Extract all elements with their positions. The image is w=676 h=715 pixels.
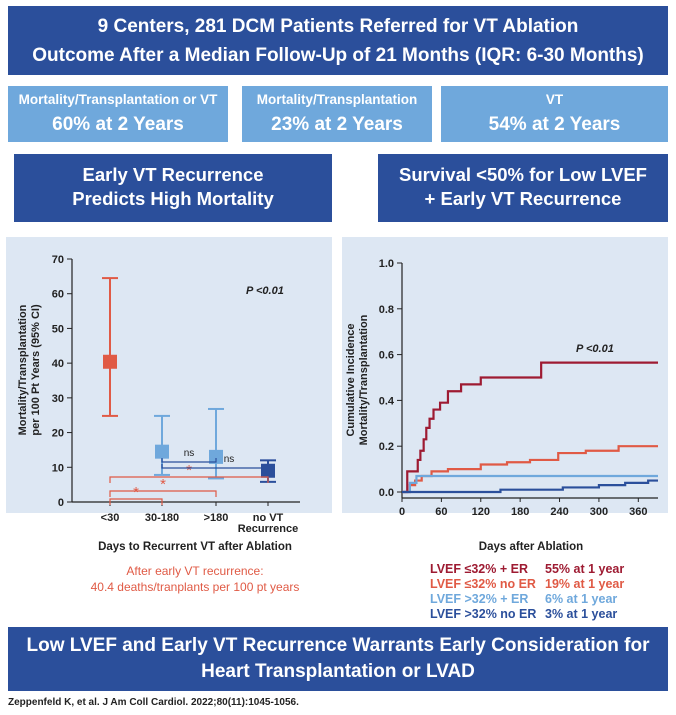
right-chart-lines: [402, 361, 658, 494]
left-chart-marks: * * * ns ns: [102, 277, 276, 505]
left-chart-panel: [6, 237, 332, 513]
left-y-tick-label: 10: [52, 462, 64, 474]
stat-box-vt: VT 54% at 2 Years: [441, 86, 668, 142]
significance-asterisk: *: [133, 484, 139, 501]
left-chart-axes: 0 10 20 30 40 50 60 70 <30 30-180 >180 no VTRecurre…: [52, 254, 300, 535]
left-y-tick-label: 20: [52, 428, 64, 440]
right-header-line2: + Early VT Recurrence: [424, 188, 622, 209]
data-point-4: [261, 463, 275, 478]
right-xlabel: Days after Ablation: [479, 541, 583, 553]
stat-value: 60% at 2 Years: [52, 114, 184, 135]
right-section-header: Survival <50% for Low LVEF + Early VT Re…: [378, 154, 668, 222]
right-x-tick-label: 240: [550, 506, 568, 518]
left-y-tick-label: 40: [52, 358, 64, 370]
data-point-3: [209, 449, 223, 464]
right-ylabel-line1: Cumulative Incidence: [345, 323, 357, 436]
left-header-line2: Predicts High Mortality: [72, 188, 274, 209]
series-line-1: [402, 361, 658, 494]
left-x-tick-label-line2: Recurrence: [238, 523, 299, 535]
left-p-value: P <0.01: [246, 285, 284, 297]
right-y-tick-label: 0.0: [379, 487, 394, 499]
header-banner: 9 Centers, 281 DCM Patients Referred for…: [8, 6, 668, 75]
left-x-tick-label: 30-180: [145, 512, 179, 524]
citation: Zeppenfeld K, et al. J Am Coll Cardiol. …: [8, 697, 299, 708]
stat-box-mortality-or-vt: Mortality/Transplantation or VT 60% at 2…: [8, 86, 228, 142]
left-x-tick-label: no VT: [253, 512, 284, 524]
legend-result: 6% at 1 year: [545, 592, 618, 606]
stat-label: Mortality/Transplantation or VT: [18, 92, 218, 107]
header-line1: 9 Centers, 281 DCM Patients Referred for…: [97, 16, 579, 37]
left-y-tick-label: 50: [52, 323, 64, 335]
right-y-tick-label: 0.6: [379, 350, 394, 362]
left-y-tick-label: 70: [52, 254, 64, 266]
stat-value: 23% at 2 Years: [271, 114, 403, 135]
significance-asterisk: *: [160, 476, 166, 493]
legend-name: LVEF ≤32% no ER: [430, 577, 536, 591]
footer-banner: Low LVEF and Early VT Recurrence Warrant…: [8, 627, 668, 691]
left-y-tick-label: 0: [58, 497, 64, 509]
right-p-value: P <0.01: [576, 343, 614, 355]
stat-label: Mortality/Transplantation: [256, 92, 418, 107]
series-line-4: [402, 479, 658, 494]
left-y-tick-label: 60: [52, 289, 64, 301]
right-header-line1: Survival <50% for Low LVEF: [399, 164, 647, 185]
chart-note-line2: 40.4 deaths/tranplants per 100 pt years: [91, 580, 300, 594]
ns-label: ns: [224, 454, 235, 465]
legend-result: 55% at 1 year: [545, 562, 625, 576]
legend-name: LVEF ≤32% + ER: [430, 562, 528, 576]
right-y-tick-label: 0.2: [379, 441, 394, 453]
legend-result: 19% at 1 year: [545, 577, 625, 591]
stat-value: 54% at 2 Years: [488, 114, 621, 135]
ns-bracket-2: [161, 464, 269, 469]
ns-label: ns: [184, 448, 195, 459]
cumulative-incidence-chart: 0.0 0.2 0.4 0.6 0.8 1.0 0 60 120 180 240 300 360 Cum…: [345, 258, 658, 553]
legend-name: LVEF >32% + ER: [430, 592, 529, 606]
right-x-tick-label: 180: [511, 506, 529, 518]
legend-result: 3% at 1 year: [545, 607, 618, 621]
right-x-tick-label: 120: [472, 506, 490, 518]
header-line2: Outcome After a Median Follow-Up of 21 M…: [32, 45, 644, 66]
left-y-tick-label: 30: [52, 393, 64, 405]
footer-line1: Low LVEF and Early VT Recurrence Warrant…: [26, 635, 650, 656]
data-point-2: [155, 444, 169, 459]
ns-bracket-1: [161, 458, 217, 463]
right-y-tick-label: 1.0: [379, 258, 394, 270]
stat-box-mortality: Mortality/Transplantation 23% at 2 Years: [242, 86, 432, 142]
legend-item-low-lvef-er: LVEF ≤32% + ER 55% at 1 year: [430, 562, 624, 576]
footer-line2: Heart Transplantation or LVAD: [201, 661, 475, 682]
significance-bracket-2: [109, 490, 217, 497]
right-y-tick-label: 0.4: [379, 395, 395, 407]
right-chart-panel: [342, 237, 668, 513]
left-ylabel-line1: Mortality/Transplantation: [17, 304, 29, 435]
right-x-tick-label: 60: [435, 506, 447, 518]
significance-bracket-1: [109, 498, 163, 505]
significance-bracket-3: [109, 476, 269, 483]
right-y-tick-label: 0.8: [379, 304, 394, 316]
chart-note-line1: After early VT recurrence:: [126, 564, 263, 578]
mortality-rate-chart: 0 10 20 30 40 50 60 70 <30 30-180 >180 no VTRecurre…: [17, 254, 300, 594]
legend-item-high-lvef-er: LVEF >32% + ER 6% at 1 year: [430, 592, 617, 606]
data-point-1: [103, 354, 117, 369]
legend-name: LVEF >32% no ER: [430, 607, 537, 621]
left-ylabel-line2: per 100 Pt Years (95% CI): [30, 304, 42, 436]
legend-item-low-lvef-no-er: LVEF ≤32% no ER 19% at 1 year: [430, 577, 624, 591]
left-x-tick-label: <30: [101, 512, 120, 524]
left-header-line1: Early VT Recurrence: [82, 164, 264, 185]
significance-asterisk: *: [186, 462, 192, 479]
right-x-tick-label: 360: [629, 506, 647, 518]
right-chart-axes: 0.0 0.2 0.4 0.6 0.8 1.0 0 60 120 180 240 300 360: [379, 258, 658, 518]
left-section-header: Early VT Recurrence Predicts High Mortal…: [14, 154, 332, 222]
left-xlabel: Days to Recurrent VT after Ablation: [98, 541, 292, 553]
right-x-tick-label: 300: [590, 506, 608, 518]
series-line-2: [402, 445, 658, 494]
stat-label: VT: [545, 92, 564, 107]
left-x-tick-label: >180: [204, 512, 229, 524]
right-x-tick-label: 0: [399, 506, 405, 518]
legend-item-high-lvef-no-er: LVEF >32% no ER 3% at 1 year: [430, 607, 617, 621]
right-ylabel-line2: Mortality/Transplantation: [358, 314, 370, 445]
